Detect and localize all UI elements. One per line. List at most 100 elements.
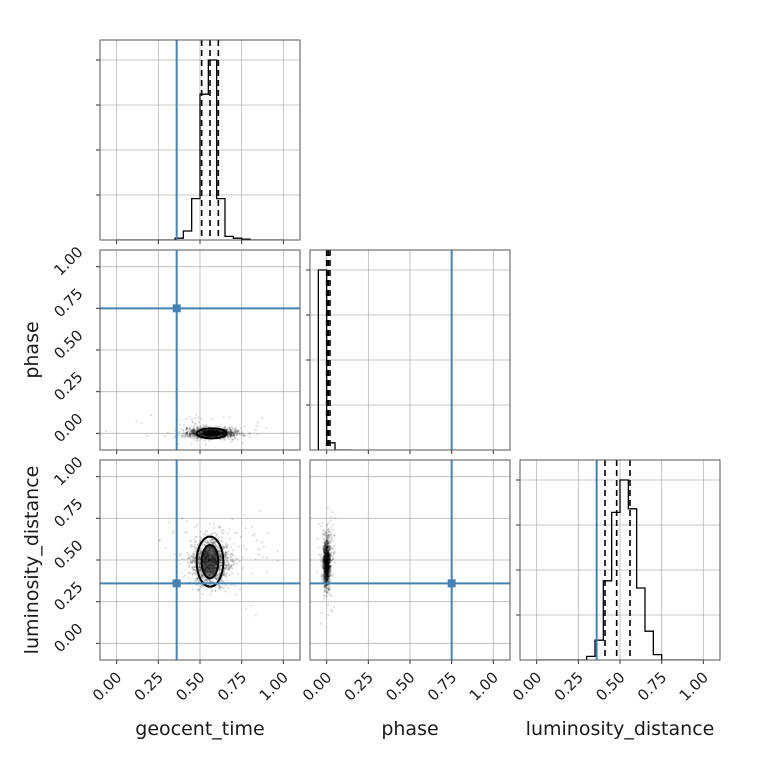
sample-point — [324, 563, 327, 566]
sample-point — [197, 560, 200, 563]
sample-point — [192, 552, 196, 555]
sample-point — [327, 565, 330, 569]
sample-point — [324, 563, 327, 566]
sample-point — [325, 557, 328, 560]
sample-point — [325, 576, 328, 580]
sample-point — [222, 431, 225, 434]
histogram-luminosity_distance — [536, 479, 704, 660]
sample-point — [324, 551, 327, 554]
sample-point — [190, 555, 193, 558]
sample-point — [327, 557, 330, 560]
sample-point — [200, 584, 203, 587]
sample-point — [326, 561, 329, 565]
sample-point — [216, 533, 219, 536]
sample-point — [182, 432, 185, 435]
sample-point — [324, 543, 327, 546]
sample-point — [327, 572, 330, 575]
sample-point — [229, 433, 232, 436]
sample-point — [323, 552, 327, 555]
sample-point — [325, 571, 328, 574]
sample-point — [219, 556, 222, 559]
sample-point — [236, 429, 239, 433]
sample-point — [329, 546, 332, 549]
sample-point — [327, 571, 331, 575]
sample-point — [194, 434, 197, 437]
sample-point — [323, 567, 326, 570]
sample-point — [185, 431, 188, 434]
sample-point — [324, 575, 327, 578]
density-contour — [200, 544, 220, 580]
y-tick-label: 0.25 — [50, 578, 86, 614]
sample-point — [231, 558, 234, 561]
sample-point — [221, 585, 224, 588]
sample-point — [328, 562, 331, 565]
sample-point — [327, 546, 330, 549]
sample-point — [325, 539, 328, 542]
sample-point — [325, 564, 328, 568]
sample-point — [324, 560, 328, 563]
sample-point — [327, 570, 330, 573]
sample-point — [325, 555, 328, 558]
sample-point — [323, 549, 326, 552]
sample-point — [326, 557, 329, 560]
x-tick-label: 0.75 — [214, 668, 250, 704]
sample-point — [323, 564, 326, 567]
sample-point — [231, 431, 235, 434]
sample-point — [328, 556, 331, 559]
sample-point — [326, 564, 329, 567]
x-tick-label: 0.50 — [172, 668, 208, 704]
sample-point — [324, 555, 327, 558]
sample-point — [325, 553, 328, 556]
sample-point — [226, 556, 229, 559]
x-tick-label: 0.00 — [89, 668, 125, 704]
sample-point — [218, 555, 222, 558]
sample-point — [326, 577, 329, 581]
sample-point — [229, 432, 232, 436]
sample-point — [325, 584, 328, 587]
sample-point — [326, 534, 329, 537]
sample-point — [324, 559, 327, 562]
sample-point — [327, 566, 330, 569]
sample-point — [326, 560, 329, 564]
sample-point — [323, 563, 326, 566]
sample-point — [333, 534, 336, 537]
sample-point — [324, 566, 327, 569]
sample-point — [327, 555, 330, 559]
sample-point — [322, 560, 325, 564]
x-label-geocent-time: geocent_time — [135, 718, 264, 740]
x-tick-label: 0.75 — [634, 668, 670, 704]
sample-point — [234, 432, 237, 436]
sample-point — [325, 555, 329, 558]
sample-point — [332, 552, 335, 555]
sample-point — [221, 432, 224, 435]
sample-point — [327, 552, 330, 555]
sample-point — [197, 564, 200, 567]
sample-point — [325, 564, 328, 567]
sample-point — [326, 539, 330, 542]
sample-point — [199, 566, 202, 569]
sample-point — [325, 565, 328, 568]
sample-point — [323, 549, 327, 552]
sample-point — [325, 561, 328, 564]
sample-point — [221, 430, 224, 433]
sample-point — [199, 432, 203, 435]
sample-point — [328, 568, 331, 571]
sample-point — [213, 542, 216, 545]
sample-point — [218, 550, 221, 553]
sample-point — [326, 568, 329, 571]
sample-point — [323, 567, 326, 570]
sample-point — [327, 589, 331, 592]
sample-point — [324, 559, 327, 562]
sample-point — [325, 545, 328, 548]
sample-point — [323, 549, 326, 553]
sample-point — [324, 574, 327, 577]
sample-point — [197, 589, 200, 592]
sample-point — [329, 554, 332, 557]
sample-point — [323, 564, 326, 567]
sample-point — [322, 558, 325, 561]
sample-point — [218, 585, 221, 588]
sample-point — [326, 573, 329, 576]
sample-point — [192, 431, 195, 435]
sample-point — [325, 565, 328, 568]
sample-point — [185, 426, 189, 429]
